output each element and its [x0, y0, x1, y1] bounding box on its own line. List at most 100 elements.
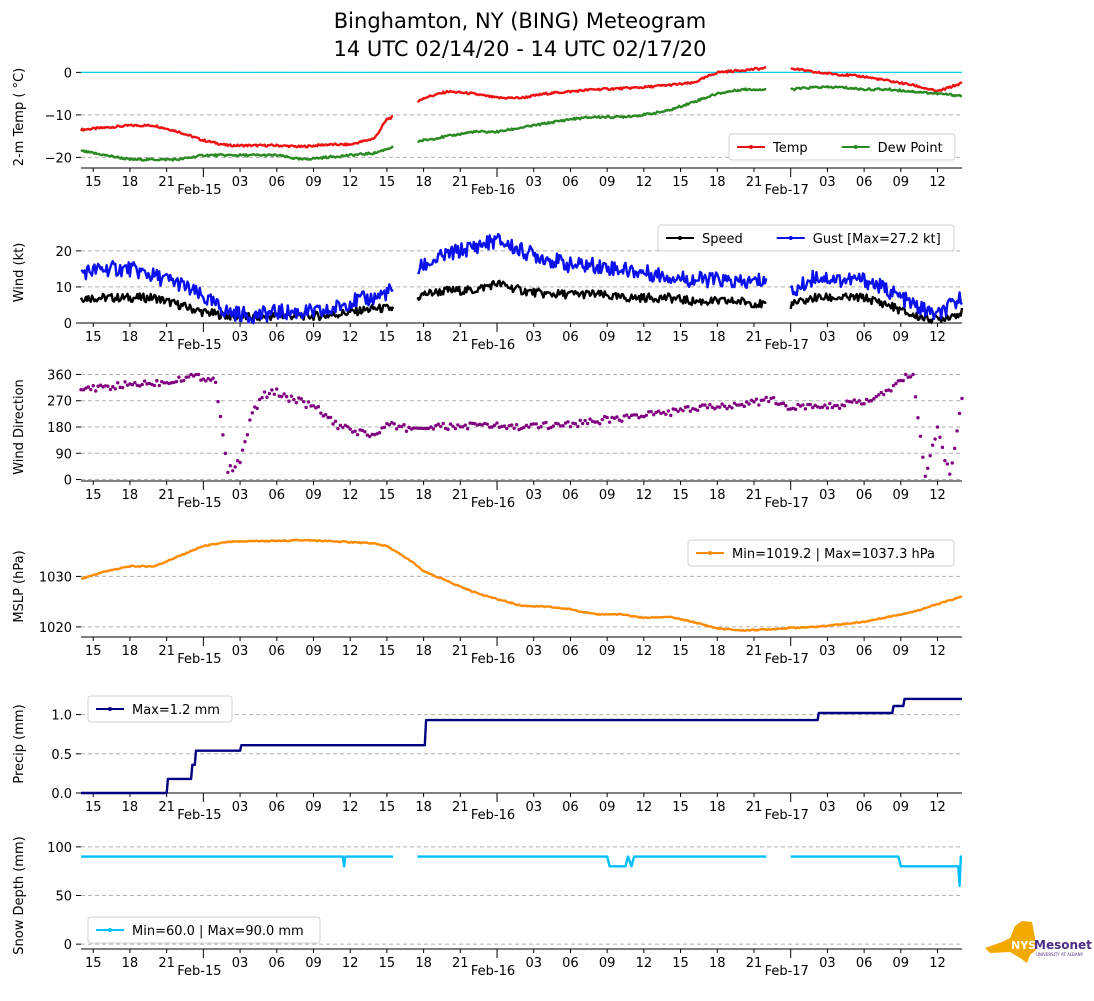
direction-point: [98, 383, 103, 387]
x-day-label: Feb-17: [765, 652, 809, 667]
direction-point: [872, 396, 876, 401]
x-tick-label: 03: [819, 956, 836, 971]
direction-point: [226, 470, 230, 475]
nys-mesonet-logo: NYS Mesonet UNIVERSITY AT ALBANY: [985, 921, 1092, 963]
direction-point: [558, 424, 563, 428]
direction-point: [495, 421, 499, 425]
direction-point: [377, 430, 382, 435]
direction-point: [625, 413, 629, 417]
direction-point: [407, 425, 411, 430]
direction-point: [346, 425, 350, 429]
x-day-label: Feb-17: [765, 496, 809, 511]
x-tick-label: 12: [929, 488, 946, 503]
direction-point: [272, 392, 277, 396]
x-day-label: Feb-16: [471, 964, 515, 979]
direction-point: [544, 420, 548, 425]
x-tick-label: 06: [269, 956, 286, 971]
direction-point: [206, 376, 210, 381]
x-tick-label: 06: [562, 488, 579, 503]
direction-point: [157, 383, 162, 388]
direction-point: [510, 423, 514, 427]
x-tick-label: 18: [709, 800, 726, 815]
x-day-label: Feb-16: [471, 652, 515, 667]
panel-snow-depth: 0 50 100 15 18 21 03 06 09 12 15 18 21 03 06 09 12 15 18 21…: [12, 836, 962, 979]
x-tick-label: 09: [599, 644, 616, 659]
direction-point: [938, 435, 942, 439]
direction-point: [434, 423, 438, 428]
direction-point: [392, 422, 396, 426]
direction-point: [647, 410, 651, 414]
direction-point: [255, 406, 259, 411]
direction-point: [524, 423, 529, 427]
x-tick-label: 12: [636, 175, 653, 190]
x-tick-label: 15: [85, 175, 102, 190]
x-tick-label: 21: [746, 175, 763, 190]
x-day-label: Feb-16: [471, 496, 515, 511]
direction-point: [825, 406, 830, 410]
direction-point: [532, 422, 536, 426]
legend: Min=1019.2 | Max=1037.3 hPa: [687, 539, 955, 567]
direction-point: [940, 445, 945, 450]
series-line: [81, 855, 962, 887]
direction-point: [943, 458, 947, 463]
direction-point: [412, 426, 416, 430]
y-tick-label: 1020: [39, 621, 72, 636]
direction-point: [223, 451, 228, 456]
direction-point: [421, 426, 426, 431]
x-tick-label: 06: [269, 330, 286, 345]
x-tick-label: 15: [379, 175, 396, 190]
direction-point: [189, 372, 193, 377]
direction-point: [926, 466, 930, 471]
x-tick-label: 18: [122, 800, 139, 815]
y-tick-label: 1030: [39, 570, 72, 585]
direction-point: [534, 422, 538, 426]
direction-point: [480, 423, 485, 427]
direction-point: [771, 395, 776, 400]
direction-point: [79, 387, 83, 392]
x-tick-label: 18: [709, 330, 726, 345]
x-tick-label: 15: [672, 330, 689, 345]
direction-point: [336, 426, 340, 431]
direction-point: [918, 434, 923, 438]
x-tick-label: 09: [599, 488, 616, 503]
x-tick-label: 09: [599, 956, 616, 971]
direction-point: [955, 429, 959, 433]
direction-point: [595, 420, 600, 424]
x-tick-label: 15: [672, 800, 689, 815]
direction-point: [859, 402, 864, 406]
direction-point: [899, 378, 903, 383]
direction-point: [446, 427, 450, 432]
direction-point: [950, 461, 954, 465]
x-tick-label: 03: [232, 956, 249, 971]
direction-point: [419, 426, 423, 430]
y-tick-label: 180: [47, 421, 72, 436]
x-tick-label: 03: [525, 644, 542, 659]
direction-point: [233, 465, 237, 469]
direction-point: [456, 423, 460, 427]
direction-point: [387, 423, 392, 427]
direction-point: [568, 424, 573, 429]
direction-point: [201, 377, 206, 381]
x-tick-label: 03: [232, 800, 249, 815]
panel-wind-speed: 0 10 20 15 18 21 03 06 09 12 15 18 21 03 06 09 12 15 18 21 0…: [12, 224, 964, 353]
direction-point: [556, 422, 560, 426]
direction-point: [465, 427, 470, 431]
direction-point: [326, 415, 330, 420]
direction-point: [957, 411, 962, 416]
direction-point: [382, 425, 387, 429]
y-tick-label: 50: [55, 890, 72, 905]
x-day-label: Feb-15: [177, 338, 221, 353]
direction-point: [309, 404, 313, 408]
direction-point: [348, 427, 352, 431]
series-line: [79, 65, 963, 149]
legend-marker: [708, 551, 712, 555]
x-tick-label: 03: [525, 488, 542, 503]
y-axis-label: Precip (mm): [12, 704, 27, 783]
direction-point: [93, 389, 98, 393]
direction-point: [649, 409, 653, 414]
x-tick-label: 18: [122, 488, 139, 503]
x-tick-label: 06: [269, 644, 286, 659]
x-tick-label: 21: [452, 800, 469, 815]
x-tick-label: 12: [636, 956, 653, 971]
direction-point: [338, 423, 343, 428]
